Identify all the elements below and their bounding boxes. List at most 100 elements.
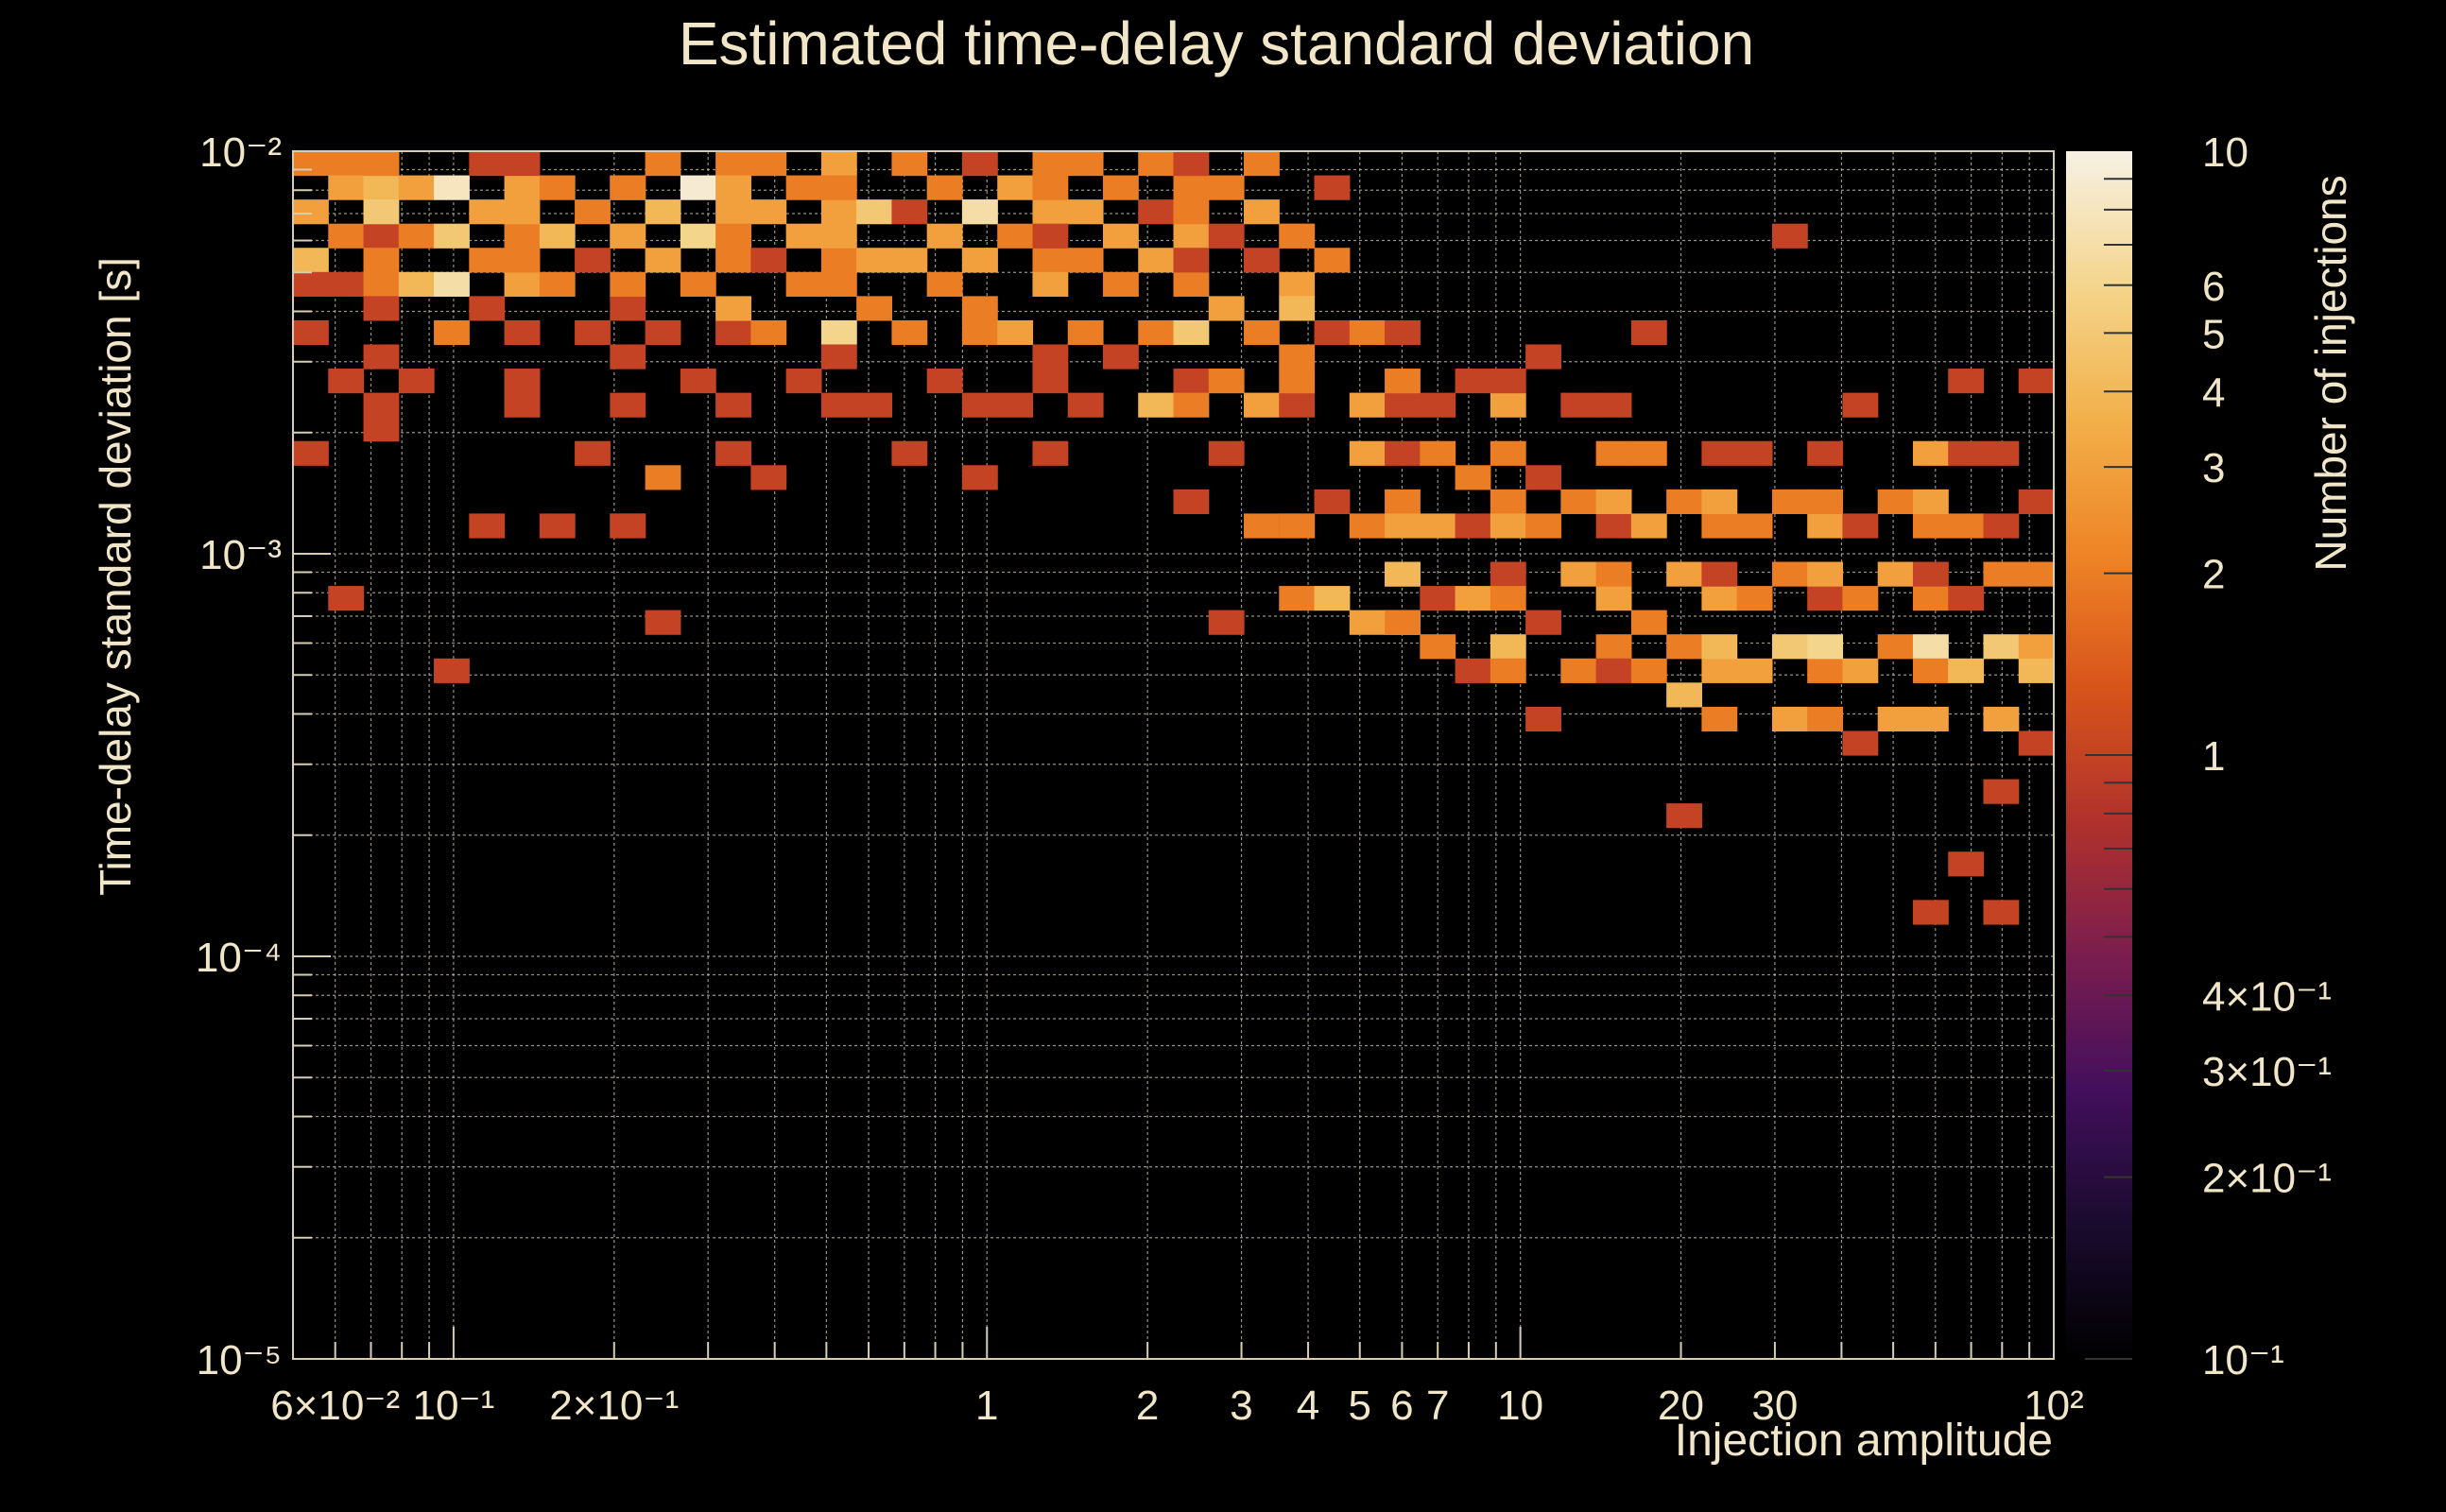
colorbar-tick-label: 10⁻¹ [2202, 1337, 2284, 1383]
x-tick-label: 30 [1751, 1383, 1798, 1429]
heatmap-cell [1983, 634, 2020, 660]
heatmap-cell [680, 271, 716, 297]
heatmap-cell [610, 392, 646, 418]
heatmap-cell [1701, 586, 1738, 611]
heatmap-cell [1032, 369, 1069, 394]
heatmap-cell [1032, 440, 1069, 466]
heatmap-cell [1630, 610, 1667, 635]
heatmap-cell [610, 513, 646, 539]
heatmap-cell [1877, 706, 1914, 732]
heatmap-cell [1525, 465, 1561, 490]
y-axis-ticks: 10⁻² 10⁻³ 10⁻⁴ 10⁻⁵ [196, 129, 331, 1383]
heatmap-cell [1595, 658, 1632, 683]
y-tick-label: 10⁻⁴ [196, 935, 282, 981]
heatmap-cell [1032, 199, 1069, 225]
heatmap-cell [363, 223, 400, 249]
heatmap-cell [1138, 151, 1175, 177]
heatmap-cell [328, 369, 365, 394]
heatmap-cell [1630, 658, 1667, 683]
heatmap-cell [1385, 610, 1421, 635]
heatmap-cell [1490, 586, 1526, 611]
heatmap-cell [539, 175, 576, 200]
heatmap-cell [1525, 706, 1561, 732]
x-tick-label: 2 [1136, 1383, 1159, 1429]
heatmap-cell [1701, 706, 1738, 732]
y-tick-label: 10⁻⁵ [197, 1337, 282, 1383]
colorbar-tick-label: 10 [2202, 129, 2248, 176]
plot-frame [292, 150, 2055, 1360]
heatmap-cell [1807, 489, 1844, 514]
heatmap-cell [1595, 513, 1632, 539]
heatmap-cell [1912, 586, 1949, 611]
y-axis-label: Time-delay standard deviation [s] [91, 257, 140, 896]
heatmap-cell [469, 199, 506, 225]
heatmap-cell [610, 344, 646, 369]
heatmap-cell [645, 319, 681, 346]
heatmap-cell [891, 199, 928, 225]
colorbar-tick-label: 1 [2202, 733, 2225, 780]
heatmap-cell [645, 151, 681, 177]
heatmap-cell [1771, 634, 1808, 660]
heatmap-cell [1630, 319, 1667, 346]
heatmap-cell [1173, 223, 1210, 249]
heatmap-cell [715, 248, 751, 273]
heatmap-cell [961, 296, 998, 321]
heatmap-cell [1138, 392, 1175, 418]
heatmap-cell [1385, 489, 1421, 514]
heatmap-cell [2018, 561, 2055, 587]
heatmap-cell [1666, 561, 1702, 587]
heatmap-cell [363, 151, 400, 177]
heatmap-cell [750, 319, 787, 346]
heatmap-cell [1102, 344, 1139, 369]
heatmap-cell [820, 344, 857, 369]
heatmap-cell [293, 271, 329, 297]
heatmap-cell [1701, 513, 1738, 539]
heatmap-cell [328, 271, 365, 297]
heatmap-cell [1736, 586, 1773, 611]
heatmap-cell [504, 175, 541, 200]
colorbar-tick-label: 3 [2202, 445, 2225, 491]
heatmap-cell [434, 271, 470, 297]
heatmap-cell [1067, 319, 1104, 346]
colorbar-ticks: 10 65 4 3 2 1 4×10⁻¹ 3×10⁻¹ 2×10⁻¹ 10⁻¹ [2085, 129, 2332, 1383]
heatmap-cell [293, 248, 329, 273]
heatmap-cell [1560, 658, 1597, 683]
heatmap-cell [1032, 271, 1069, 297]
heatmap-cell [1032, 175, 1069, 200]
chart-title: Estimated time-delay standard deviation [679, 9, 1754, 77]
heatmap-cell [680, 369, 716, 394]
heatmap-cell [1455, 586, 1491, 611]
heatmap-cell [1490, 634, 1526, 660]
heatmap-cell [1983, 561, 2020, 587]
x-tick-label: 7 [1426, 1383, 1449, 1429]
heatmap-cell [575, 319, 611, 346]
heatmap-cell [1630, 513, 1667, 539]
heatmap-cell [785, 223, 822, 249]
heatmap-cell [1842, 730, 1879, 756]
heatmap-cell [1314, 319, 1351, 346]
heatmap-cell [1948, 440, 1985, 466]
heatmap-cell [680, 223, 716, 249]
heatmap-cell [434, 223, 470, 249]
heatmap-cell [1102, 223, 1139, 249]
heatmap-cell [1877, 489, 1914, 514]
heatmap-cell [1948, 586, 1985, 611]
heatmap-cell [1595, 392, 1632, 418]
heatmap-cell [1385, 561, 1421, 587]
heatmap-cell [1842, 586, 1879, 611]
heatmap-cell [1244, 248, 1280, 273]
heatmap-cell [1173, 248, 1210, 273]
heatmap-cell [1701, 561, 1738, 587]
heatmap-cell [575, 248, 611, 273]
heatmap-cell [820, 151, 857, 177]
heatmap-cell [610, 296, 646, 321]
heatmap-cell [1807, 440, 1844, 466]
colorbar-tick-label: 4×10⁻¹ [2202, 973, 2332, 1020]
heatmap-cell [1173, 319, 1210, 346]
heatmap-cell [715, 319, 751, 346]
heatmap-cell [1771, 706, 1808, 732]
heatmap-cell [1349, 319, 1386, 346]
heatmap-cell [1420, 440, 1456, 466]
heatmap-cell [1349, 392, 1386, 418]
